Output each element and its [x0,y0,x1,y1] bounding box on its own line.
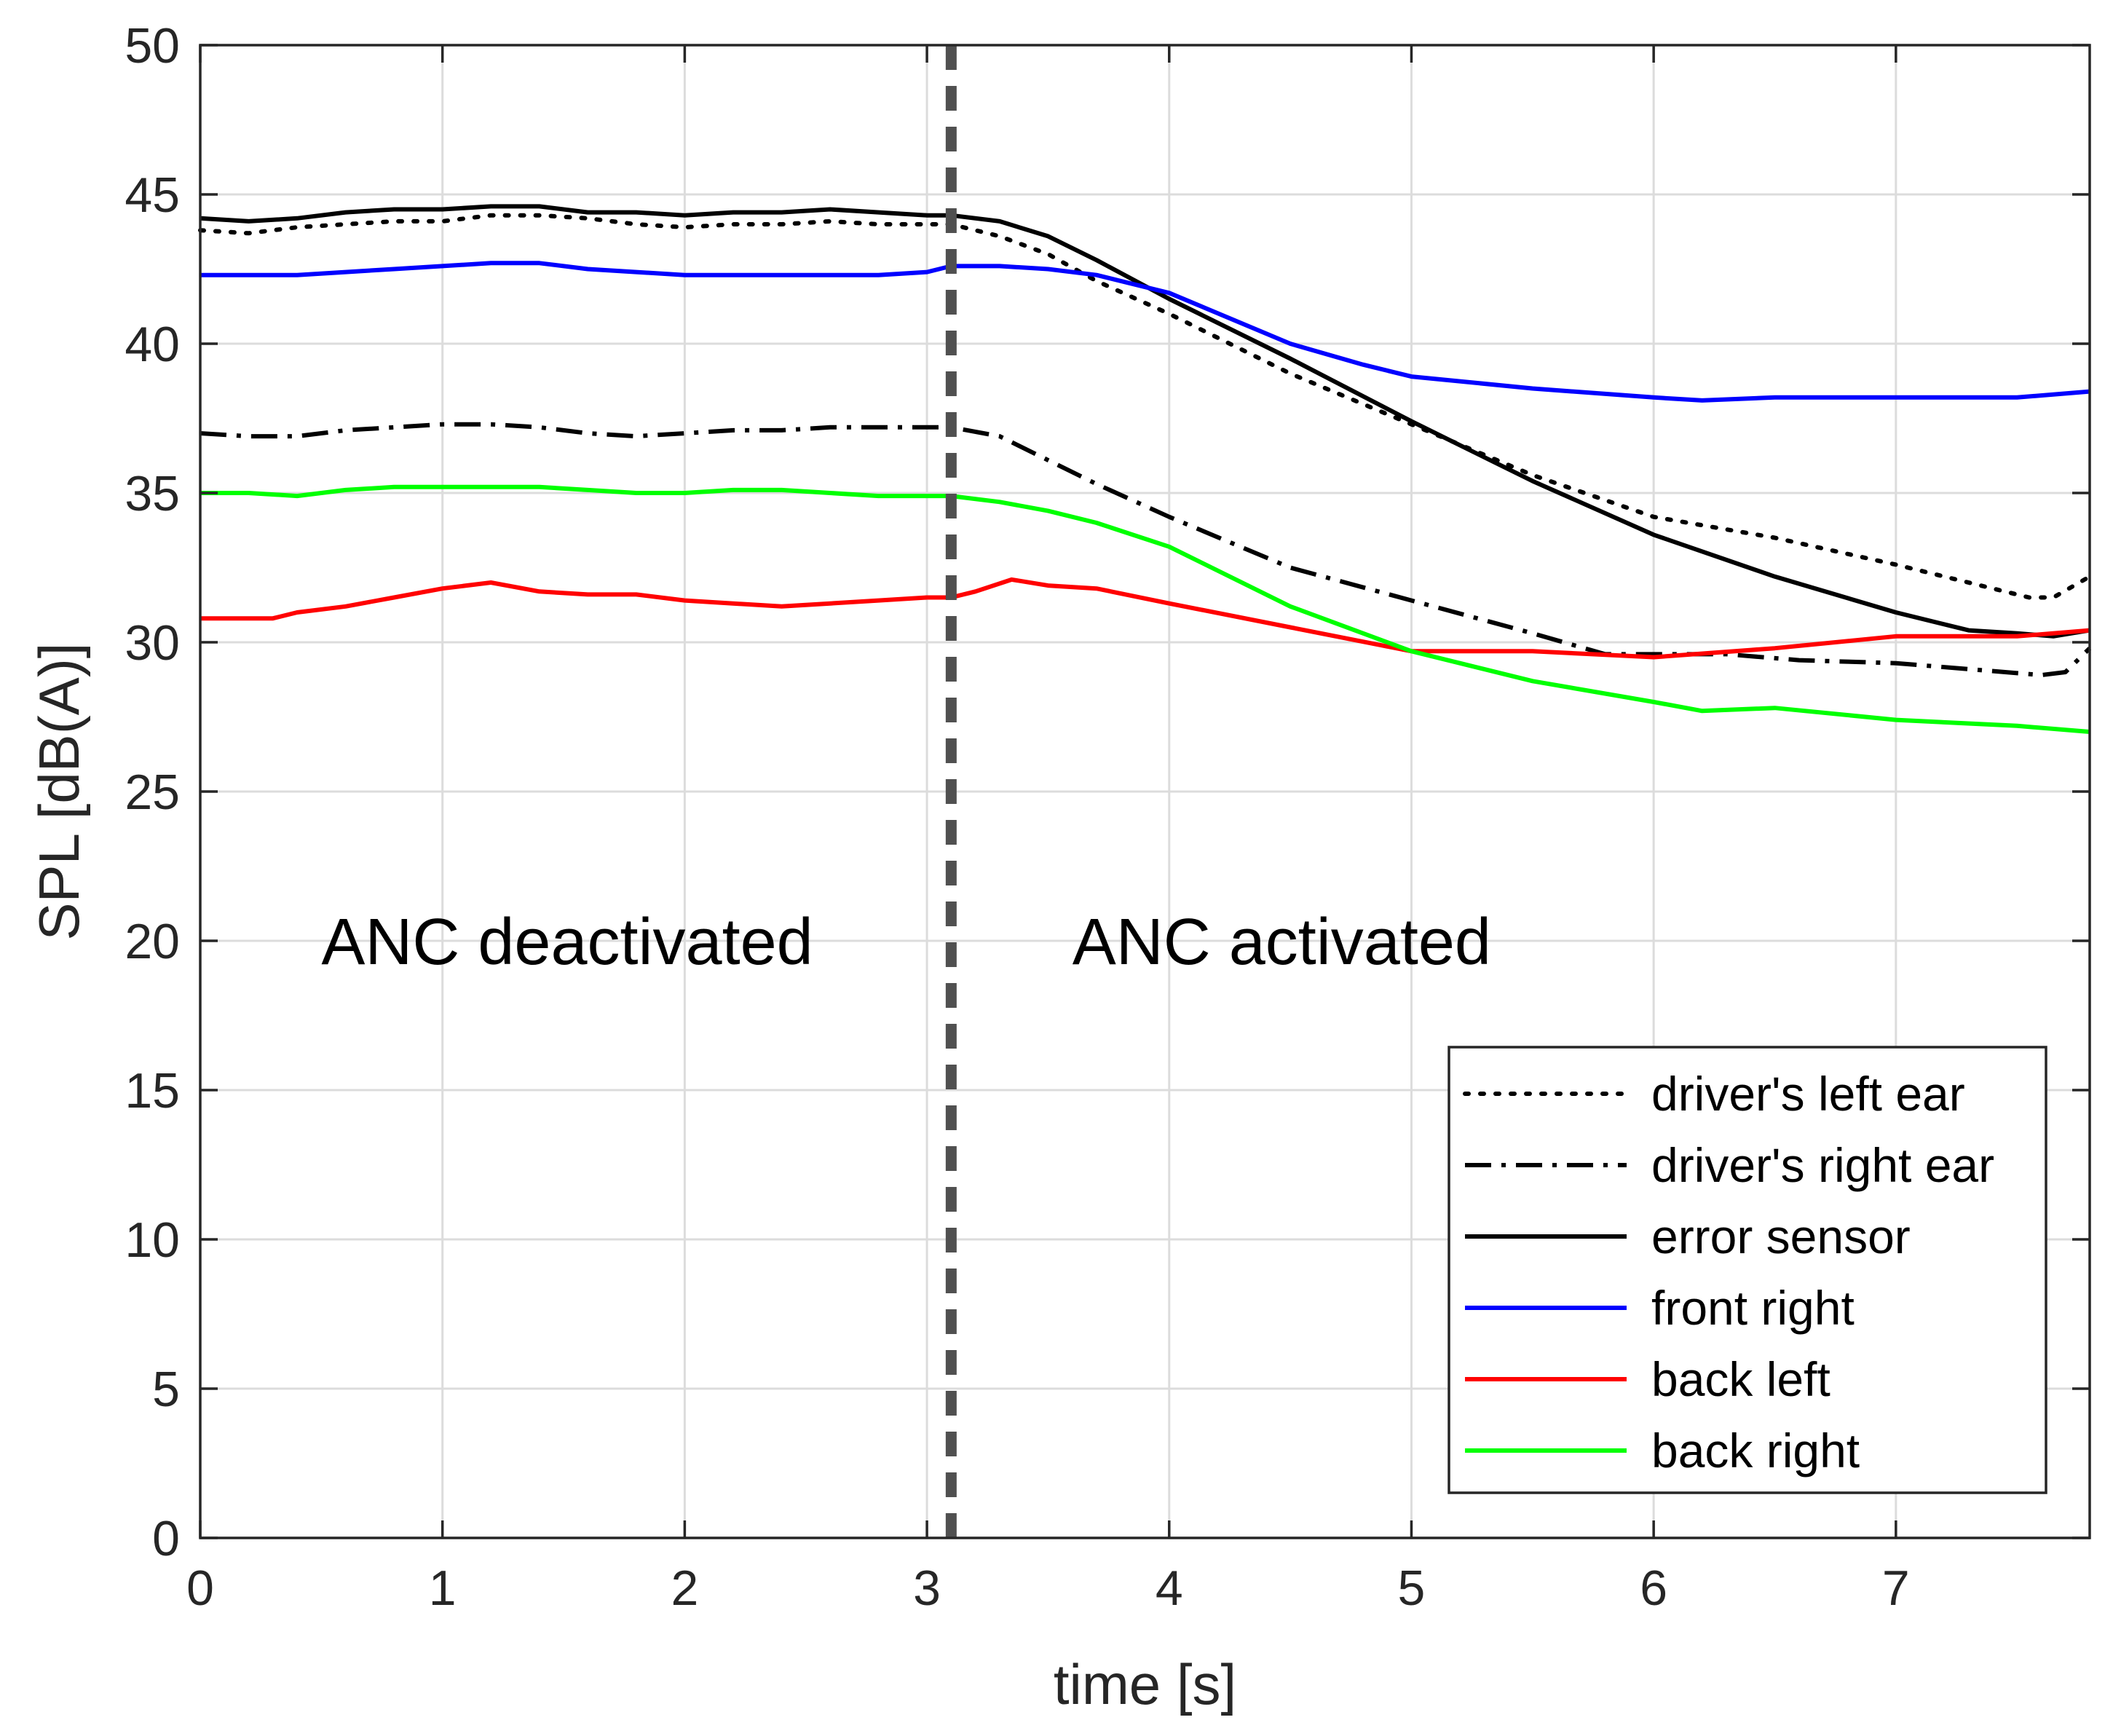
x-tick-label: 4 [1156,1561,1183,1616]
y-tick-label: 10 [125,1212,180,1268]
legend: driver's left ear driver's right ear error… [1447,1046,2047,1494]
x-axis-label: time [s] [1054,1652,1236,1716]
y-tick-label: 5 [152,1362,180,1417]
x-tick-label: 0 [186,1561,214,1616]
legend-label: driver's right ear [1651,1138,1994,1192]
legend-label: error sensor [1651,1210,1911,1263]
legend-label: back right [1651,1424,1860,1477]
x-tick-label: 2 [671,1561,698,1616]
y-tick-label: 15 [125,1063,180,1118]
legend-label: front right [1651,1281,1855,1335]
x-tick-label: 3 [913,1561,941,1616]
series-line-error-sensor [200,204,2090,639]
series-line-back-right [200,484,2090,734]
x-tick-label: 6 [1640,1561,1667,1616]
series-line-front-right [200,261,2090,403]
y-tick-label: 20 [125,914,180,969]
legend-label: driver's left ear [1651,1067,1965,1121]
y-tick-label: 25 [125,765,180,820]
x-tick-label: 5 [1398,1561,1426,1616]
annotation-anc-deactivated: ANC deactivated [321,906,813,979]
y-tick-label: 0 [152,1511,180,1566]
series-line-back-left [200,577,2090,660]
annotation-anc-activated: ANC activated [1073,906,1491,979]
y-tick-label: 35 [125,466,180,521]
legend-box [1447,1046,2047,1494]
x-tick-label: 1 [429,1561,457,1616]
series-line-driver-s-left-ear [198,213,2092,600]
x-tick-label: 7 [1882,1561,1910,1616]
y-tick-label: 40 [125,317,180,372]
y-tick-label: 50 [125,18,180,74]
y-tick-label: 45 [125,167,180,223]
y-tick-label: 30 [125,615,180,671]
y-axis-label: SPL [dB(A)] [27,643,91,941]
legend-label: back left [1651,1352,1830,1406]
